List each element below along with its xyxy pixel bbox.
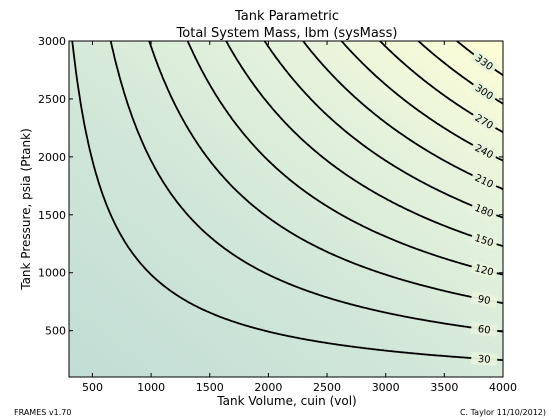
contour-label-bg [470, 291, 499, 308]
contour-label-bg [470, 321, 498, 337]
contour-line [225, 41, 503, 247]
y-tick-label: 500 [45, 325, 66, 338]
y-tick-label: 1500 [38, 209, 66, 222]
x-axis: 500 1000 1500 2000 2500 3000 3500 4000 [82, 41, 517, 394]
y-axis-label: Tank Pressure, psia (Ptank) [19, 128, 33, 291]
x-tick-label: 500 [82, 381, 103, 394]
contour-label-bg [469, 169, 499, 192]
contour-label: 60 [477, 324, 491, 337]
contour-label-bg [470, 79, 499, 104]
y-tick-label: 3000 [38, 35, 66, 48]
y-tick-label: 2500 [38, 93, 66, 106]
plot-frame [68, 40, 504, 378]
chart-title: Tank Parametric [234, 9, 339, 24]
contour-line [109, 41, 503, 333]
contour-label: 30 [477, 354, 490, 366]
x-tick-label: 3500 [430, 381, 458, 394]
x-tick-label: 1000 [137, 381, 165, 394]
contour-line [378, 41, 503, 133]
contour-label-bg [470, 260, 499, 280]
chart-subtitle: Total System Mass, lbm (sysMass) [176, 26, 398, 41]
y-axis: 500 1000 1500 2000 2500 3000 [38, 35, 503, 338]
y-tick-label: 2000 [38, 151, 66, 164]
contour-line [340, 41, 503, 162]
y-tick-label: 1000 [38, 267, 66, 280]
contour-label-bg [470, 352, 498, 366]
contour-label-bg [469, 139, 499, 163]
contour-label: 120 [473, 263, 494, 279]
contour-label-bg [469, 200, 499, 221]
x-tick-label: 2000 [254, 381, 282, 394]
footer-version: FRAMES v1.70 [14, 408, 72, 417]
x-tick-label: 2500 [313, 381, 341, 394]
contour-label-bg [469, 109, 499, 134]
contour-line [71, 41, 503, 361]
contour-line [263, 41, 503, 219]
x-tick-label: 1500 [196, 381, 224, 394]
x-tick-label: 3000 [372, 381, 400, 394]
x-tick-label: 4000 [489, 381, 517, 394]
contour-line [301, 41, 503, 191]
x-axis-label: Tank Volume, cuin (vol) [216, 394, 356, 408]
contour-label-bg [470, 230, 499, 250]
contour-line [148, 41, 503, 304]
contour-label: 90 [477, 294, 492, 307]
footer-author: C. Taylor 11/10/2012) [459, 408, 546, 417]
contour-line [186, 41, 503, 276]
contour-label-bg [470, 49, 499, 75]
